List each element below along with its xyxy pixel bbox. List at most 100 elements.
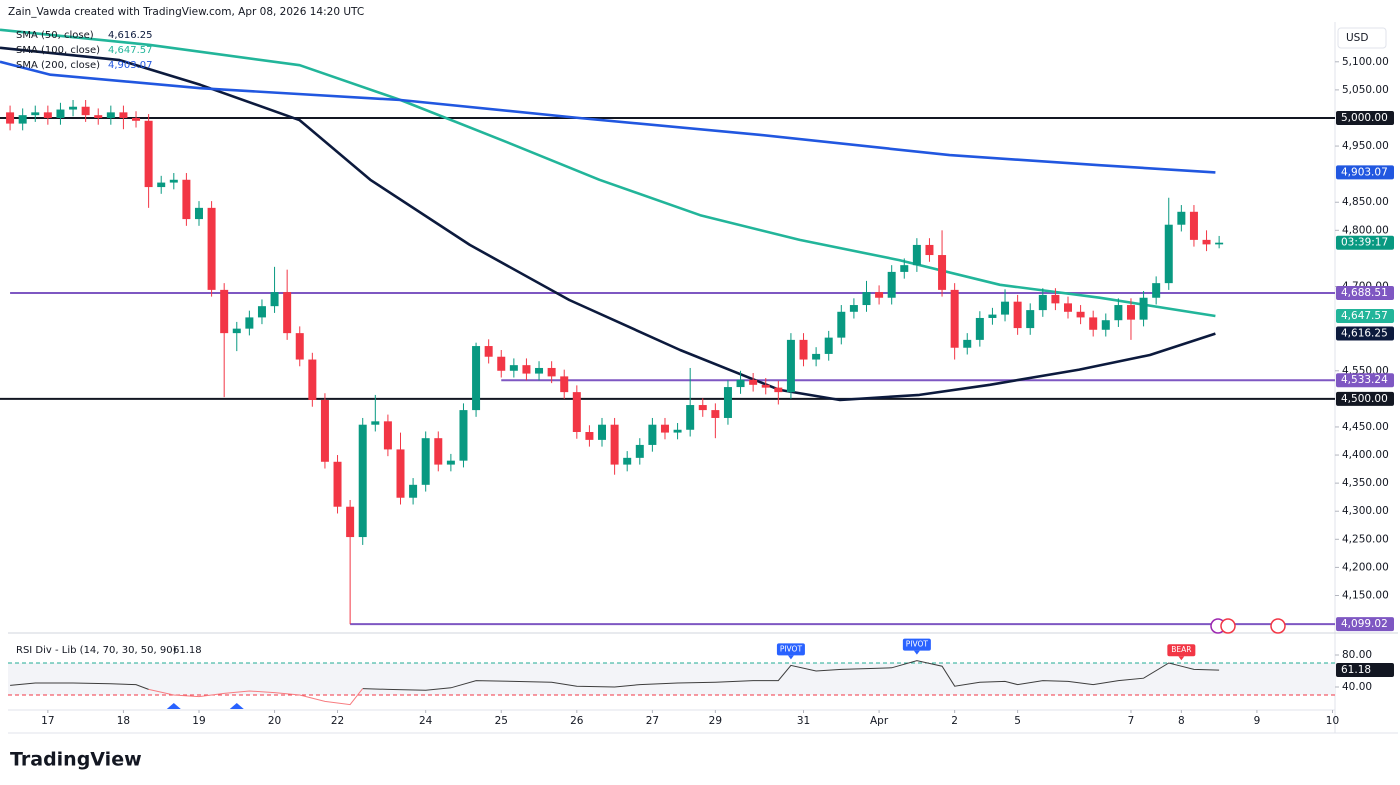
candle-body	[207, 207, 216, 290]
candle-body	[912, 244, 921, 266]
candle-body	[119, 112, 128, 118]
candle-body	[560, 376, 569, 393]
level-label: 4,500.00	[1341, 393, 1388, 405]
candle-body	[610, 424, 619, 465]
rsi-line-highlight	[148, 688, 364, 706]
candle-body	[598, 424, 607, 440]
candle-body	[875, 292, 884, 298]
candle-body	[761, 384, 770, 388]
legend-value: 4,616.25	[108, 30, 153, 41]
x-tick-label: 27	[646, 715, 659, 727]
candle-body	[484, 346, 493, 357]
candle-body	[497, 356, 506, 371]
x-tick-label: Apr	[870, 715, 889, 727]
candle-body	[900, 265, 909, 272]
x-tick-label: 20	[268, 715, 281, 727]
candle-body	[509, 365, 518, 371]
legend-value: 4,647.57	[108, 45, 153, 56]
candle-body	[963, 339, 972, 348]
candle-body	[862, 292, 871, 306]
candle-body	[18, 115, 27, 124]
candle-body	[547, 367, 556, 377]
divergence-marker	[229, 703, 244, 709]
x-tick-label: 8	[1178, 715, 1185, 727]
candle-body	[144, 120, 153, 188]
signal-label: PIVOT	[780, 644, 803, 653]
rsi-value-box	[1336, 663, 1394, 678]
y-tick-label: 4,950.00	[1342, 140, 1389, 152]
candle-body	[698, 405, 707, 411]
signal-pointer	[1178, 656, 1185, 661]
levels-layer	[0, 116, 1335, 626]
y-tick-label: 4,400.00	[1342, 449, 1389, 461]
candle-body	[1001, 301, 1010, 315]
axis-layer: 5,100.00 5,050.00 4,950.00 4,850.00 4,800.00…	[41, 56, 1394, 727]
candle-body	[522, 365, 531, 374]
level-label: 4,099.02	[1341, 618, 1388, 630]
sma-line	[0, 28, 1216, 318]
candle-body	[459, 410, 468, 461]
candle-body	[925, 244, 934, 256]
currency-button[interactable]	[1337, 27, 1387, 49]
candle-body	[1126, 305, 1135, 320]
candle-body	[396, 449, 405, 498]
candle-body	[799, 339, 808, 360]
signal-label: PIVOT	[906, 640, 929, 649]
y-tick-label: 4,450.00	[1342, 421, 1389, 433]
x-tick-label: 22	[331, 715, 344, 727]
sma-line	[0, 46, 1216, 402]
candle-body	[245, 317, 254, 329]
candle-body	[812, 353, 821, 360]
rsi-y-tick-label: 40.00	[1342, 681, 1372, 693]
legend-name: SMA (200, close)	[16, 60, 100, 71]
candle-body	[824, 337, 833, 354]
legend-name: SMA (100, close)	[16, 45, 100, 56]
signal-label: BEAR	[1171, 645, 1191, 654]
rsi-title: RSI Div - Lib (14, 70, 30, 50, 90)	[16, 645, 177, 656]
candle-body	[56, 109, 65, 118]
event-icon[interactable]	[1220, 618, 1236, 634]
signal-badge	[902, 638, 931, 651]
candle-body	[1215, 242, 1224, 245]
candle-body	[31, 112, 40, 116]
event-icon[interactable]	[1270, 618, 1286, 634]
legend-value: 4,903.07	[108, 60, 153, 71]
candle-body	[711, 410, 720, 418]
candle-body	[572, 392, 581, 433]
candle-body	[635, 444, 644, 458]
candle-body	[1064, 303, 1072, 312]
y-tick-label: 4,200.00	[1342, 561, 1389, 573]
y-tick-label: 4,850.00	[1342, 196, 1389, 208]
candle-body	[1164, 224, 1173, 284]
candle-body	[358, 424, 367, 538]
level-label-box	[1336, 110, 1394, 125]
currency[interactable]: USD	[1346, 32, 1368, 44]
candle-body	[660, 424, 669, 433]
sma-value-label: 4,903.07	[1341, 166, 1388, 178]
x-tick-label: 9	[1254, 715, 1261, 727]
candle-body	[1114, 305, 1123, 321]
rsi-band	[8, 663, 1335, 695]
candle-body	[1089, 317, 1098, 330]
candle-body	[220, 289, 229, 334]
signal-badge	[776, 643, 805, 656]
candle-body	[1038, 294, 1047, 311]
candle-body	[169, 179, 178, 183]
legend-layer: SMA (50, close) 4,616.25 SMA (100, close) 4…	[16, 30, 153, 71]
candle-body	[472, 346, 481, 411]
candle-body	[434, 438, 443, 465]
countdown-box	[1336, 235, 1394, 250]
candle-body	[43, 112, 52, 118]
candle-body	[81, 106, 90, 116]
level-label: 5,000.00	[1341, 112, 1388, 124]
sma-value-label-box	[1336, 165, 1394, 180]
candle-body	[1202, 239, 1211, 245]
candle-body	[446, 460, 455, 465]
candle-body	[1051, 294, 1060, 304]
y-tick-label: 4,350.00	[1342, 477, 1389, 489]
logo[interactable]: TradingView	[10, 749, 142, 771]
candle-body	[421, 438, 430, 485]
level-label-box	[1336, 391, 1394, 406]
